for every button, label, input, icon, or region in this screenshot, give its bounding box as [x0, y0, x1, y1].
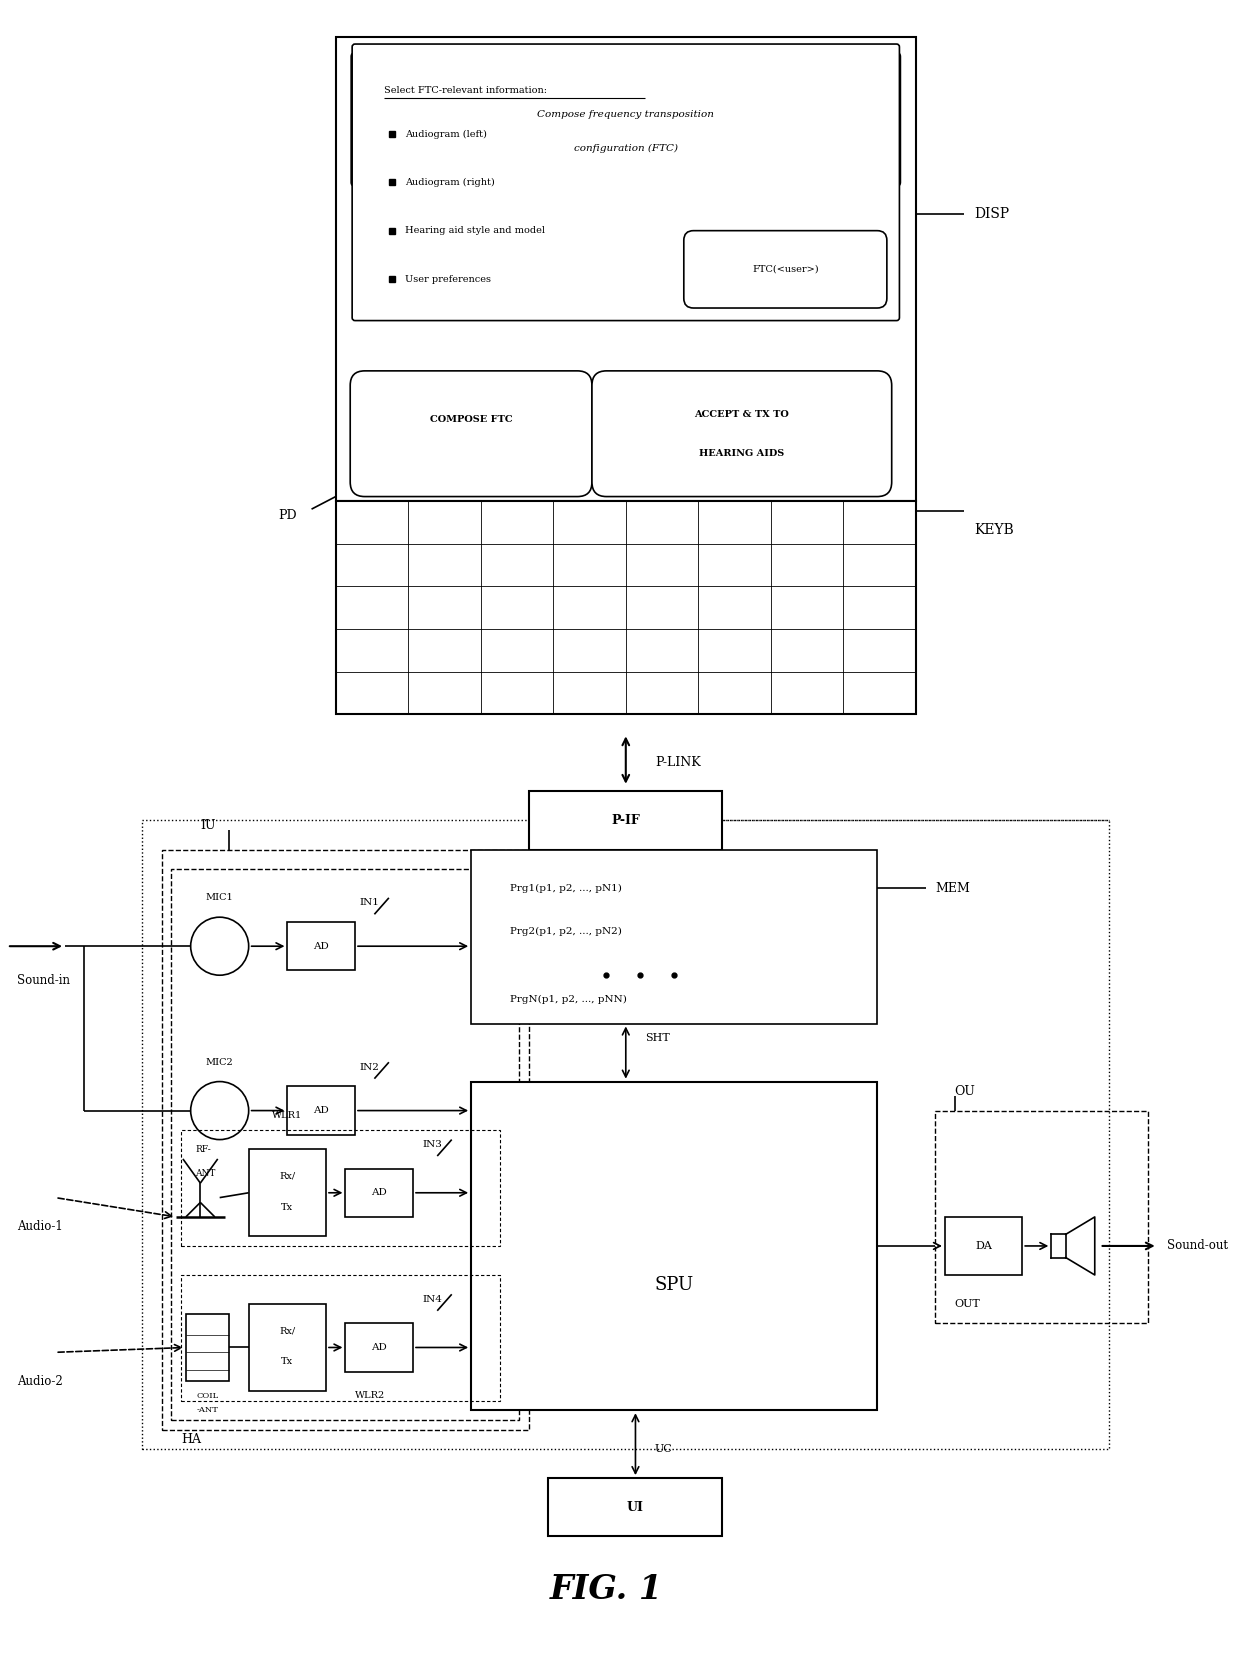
- Text: configuration (FTC): configuration (FTC): [574, 144, 678, 154]
- Text: Sound-out: Sound-out: [1167, 1239, 1229, 1252]
- Text: OUT: OUT: [955, 1299, 981, 1309]
- Bar: [471, 850, 877, 1024]
- Bar: [935, 1111, 1148, 1323]
- Bar: [529, 792, 723, 850]
- Text: AD: AD: [314, 1106, 329, 1116]
- Text: DA: DA: [975, 1241, 992, 1251]
- Bar: [945, 1217, 1022, 1274]
- Text: IN4: IN4: [423, 1294, 443, 1304]
- Text: Tx: Tx: [281, 1202, 294, 1212]
- Text: Audiogram (left): Audiogram (left): [405, 129, 487, 139]
- Text: AD: AD: [371, 1189, 387, 1197]
- FancyBboxPatch shape: [591, 371, 892, 496]
- Text: Select FTC-relevant information:: Select FTC-relevant information:: [384, 85, 547, 95]
- Bar: [288, 1087, 355, 1134]
- FancyBboxPatch shape: [683, 230, 887, 307]
- Text: ANT: ANT: [196, 1169, 216, 1177]
- Bar: [336, 37, 916, 501]
- Bar: [249, 1149, 326, 1236]
- Bar: [346, 1323, 413, 1371]
- FancyBboxPatch shape: [351, 53, 900, 185]
- Text: WLR1: WLR1: [273, 1111, 303, 1121]
- Text: Prg2(p1, p2, ..., pN2): Prg2(p1, p2, ..., pN2): [510, 927, 621, 937]
- Text: IN2: IN2: [360, 1062, 379, 1072]
- FancyBboxPatch shape: [350, 371, 591, 496]
- Bar: [288, 922, 355, 970]
- Text: IN1: IN1: [360, 898, 379, 907]
- Text: FIG. 1: FIG. 1: [549, 1573, 663, 1607]
- Bar: [171, 868, 520, 1420]
- Bar: [548, 1478, 723, 1536]
- Text: Audio-1: Audio-1: [16, 1221, 62, 1232]
- Bar: [143, 820, 1110, 1450]
- Text: COIL: COIL: [196, 1391, 218, 1399]
- Text: -ANT: -ANT: [197, 1406, 218, 1414]
- Text: PD: PD: [278, 509, 296, 523]
- Bar: [336, 501, 916, 715]
- Text: Sound-in: Sound-in: [16, 974, 69, 987]
- Text: Hearing aid style and model: Hearing aid style and model: [405, 225, 546, 235]
- Bar: [181, 1274, 500, 1401]
- Text: Rx/: Rx/: [279, 1172, 295, 1181]
- Text: AD: AD: [371, 1343, 387, 1353]
- Bar: [249, 1304, 326, 1391]
- Text: OU: OU: [955, 1086, 976, 1097]
- Text: MIC2: MIC2: [206, 1057, 233, 1067]
- Text: Prg1(p1, p2, ..., pN1): Prg1(p1, p2, ..., pN1): [510, 883, 621, 893]
- Text: Tx: Tx: [281, 1358, 294, 1366]
- Text: FTC(<user>): FTC(<user>): [751, 266, 818, 274]
- Text: AD: AD: [314, 942, 329, 950]
- Text: Compose frequency transposition: Compose frequency transposition: [537, 110, 714, 119]
- Text: RF-: RF-: [196, 1144, 211, 1154]
- Text: P-IF: P-IF: [611, 813, 640, 827]
- Bar: [181, 1131, 500, 1246]
- Text: SHT: SHT: [645, 1034, 670, 1044]
- Text: UC: UC: [655, 1445, 672, 1455]
- Text: P-LINK: P-LINK: [655, 757, 701, 768]
- Text: ACCEPT & TX TO: ACCEPT & TX TO: [694, 409, 789, 419]
- Text: UI: UI: [627, 1501, 644, 1513]
- FancyBboxPatch shape: [352, 43, 899, 321]
- Text: KEYB: KEYB: [973, 523, 1013, 538]
- Text: SPU: SPU: [655, 1276, 693, 1294]
- Bar: [186, 1314, 229, 1381]
- Text: User preferences: User preferences: [405, 274, 491, 284]
- Text: COMPOSE FTC: COMPOSE FTC: [430, 414, 512, 424]
- Text: Audio-2: Audio-2: [16, 1374, 62, 1388]
- Bar: [346, 1169, 413, 1217]
- Text: HA: HA: [181, 1433, 201, 1446]
- Text: HEARING AIDS: HEARING AIDS: [699, 449, 785, 458]
- Text: Rx/: Rx/: [279, 1326, 295, 1336]
- Text: MEM: MEM: [935, 882, 970, 895]
- Bar: [471, 1082, 877, 1411]
- Text: IN3: IN3: [423, 1141, 443, 1149]
- Text: PrgN(p1, p2, ..., pNN): PrgN(p1, p2, ..., pNN): [510, 995, 626, 1004]
- Text: Audiogram (right): Audiogram (right): [405, 177, 495, 187]
- Bar: [161, 850, 529, 1430]
- Text: DISP: DISP: [973, 207, 1009, 220]
- Text: IU: IU: [201, 818, 216, 832]
- Text: MIC1: MIC1: [206, 893, 233, 902]
- Text: WLR2: WLR2: [355, 1391, 386, 1401]
